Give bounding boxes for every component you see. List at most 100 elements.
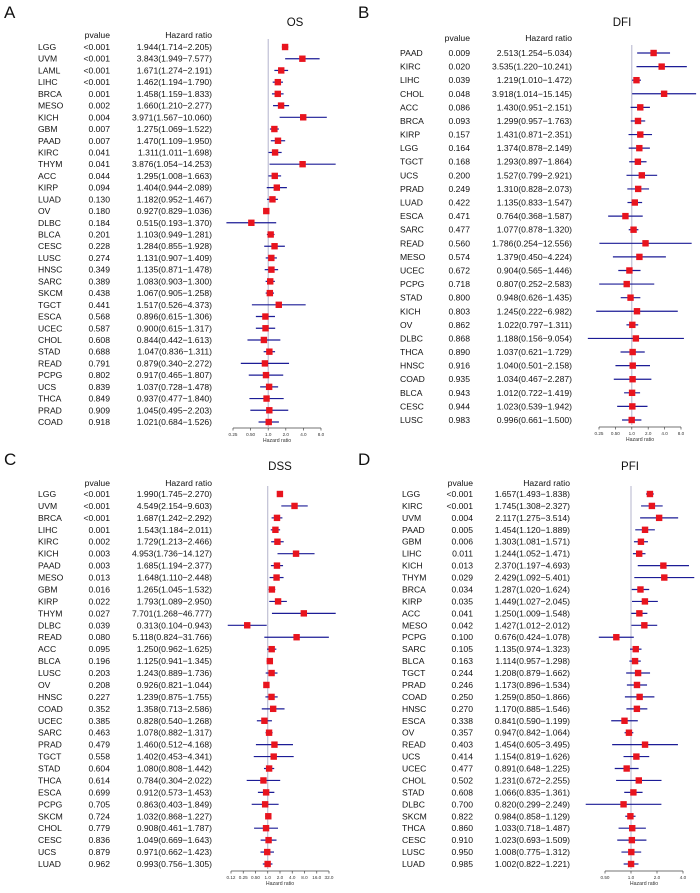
x-tick-label: 0.50 bbox=[246, 432, 255, 437]
hazard-ratio-value: 1.685(1.194−2.377) bbox=[137, 561, 212, 571]
hr-marker bbox=[261, 717, 268, 724]
hazard-ratio-value: 1.154(0.819−1.626) bbox=[495, 752, 570, 762]
x-axis-label: Hazard ratio bbox=[630, 881, 658, 887]
hazard-ratio-value: 0.904(0.565−1.446) bbox=[497, 265, 572, 275]
pvalue-value: 0.250 bbox=[451, 692, 473, 702]
hr-marker bbox=[268, 645, 275, 653]
pvalue-value: 0.943 bbox=[448, 388, 470, 398]
hr-marker bbox=[263, 207, 270, 215]
hr-marker bbox=[244, 622, 251, 629]
hazard-ratio-value: 0.807(0.252−2.583) bbox=[497, 279, 572, 289]
hr-marker bbox=[627, 860, 635, 868]
hazard-ratio-value: 1.219(1.010−1.472) bbox=[497, 75, 572, 85]
pvalue-value: 0.006 bbox=[451, 537, 473, 547]
hazard-ratio-value: 1.023(0.539−1.942) bbox=[497, 401, 572, 411]
forest-row-acc: ACC 0.095 1.250(0.962−1.625) bbox=[38, 644, 277, 654]
hazard-ratio-value: 1.040(0.501−2.158) bbox=[497, 361, 572, 371]
hazard-ratio-value: 1.083(0.903−1.300) bbox=[137, 276, 212, 286]
x-tick-label: 8.0 bbox=[301, 875, 308, 880]
cancer-label: LUSC bbox=[38, 668, 61, 678]
cancer-label: READ bbox=[38, 632, 62, 642]
cancer-label: TGCT bbox=[38, 752, 62, 762]
pvalue-value: 0.039 bbox=[448, 75, 470, 85]
hazard-ratio-value: 1.173(0.896−1.534) bbox=[495, 680, 570, 690]
forest-row-read: READ 0.080 5.118(0.824−31.766) bbox=[38, 632, 329, 642]
pvalue-value: 0.002 bbox=[88, 537, 110, 547]
pvalue-value: 0.041 bbox=[88, 159, 110, 169]
x-tick-label: 4.0 bbox=[661, 431, 668, 436]
hr-marker bbox=[613, 634, 620, 641]
hazard-ratio-header: Hazard ratio bbox=[165, 30, 212, 40]
forest-row-esca: ESCA 0.568 0.896(0.615−1.306) bbox=[38, 312, 275, 322]
hr-marker bbox=[633, 76, 640, 84]
cancer-label: BRCA bbox=[400, 116, 424, 126]
hr-marker bbox=[638, 172, 646, 179]
cancer-label: COAD bbox=[38, 417, 63, 427]
hr-marker bbox=[273, 514, 281, 522]
pvalue-value: 0.352 bbox=[88, 704, 110, 714]
forest-row-lihc: LIHC <0.001 1.462(1.194−1.790) bbox=[38, 77, 283, 87]
pvalue-value: 0.004 bbox=[88, 112, 110, 122]
hazard-ratio-value: 1.462(1.194−1.790) bbox=[137, 77, 212, 87]
pvalue-value: 0.614 bbox=[88, 775, 110, 785]
hazard-ratio-value: 1.295(1.008−1.663) bbox=[137, 171, 212, 181]
hazard-ratio-value: 1.287(1.020−1.624) bbox=[495, 584, 570, 594]
forest-row-gbm: GBM 0.016 1.265(1.045−1.532) bbox=[38, 584, 276, 594]
pvalue-value: 0.477 bbox=[448, 225, 470, 235]
forest-row-hnsc: HNSC 0.349 1.135(0.871−1.478) bbox=[38, 265, 279, 275]
cancer-label: LUSC bbox=[38, 253, 61, 263]
hazard-ratio-value: 1.470(1.109−1.950) bbox=[137, 136, 212, 146]
hr-marker bbox=[274, 538, 281, 545]
cancer-label: KIRC bbox=[400, 62, 421, 72]
pvalue-value: 0.477 bbox=[451, 764, 473, 774]
cancer-label: HNSC bbox=[38, 692, 62, 702]
hr-marker bbox=[661, 574, 668, 581]
forest-row-read: READ 0.560 1.786(0.254−12.556) bbox=[400, 238, 692, 248]
hr-marker bbox=[263, 681, 270, 689]
hr-marker bbox=[264, 860, 271, 868]
pvalue-value: 0.389 bbox=[88, 276, 110, 286]
cancer-label: GBM bbox=[38, 124, 58, 134]
hazard-ratio-value: 3.971(1.567−10.060) bbox=[132, 112, 212, 122]
cancer-label: PRAD bbox=[38, 405, 62, 415]
hazard-ratio-value: 1.944(1.714−2.205) bbox=[137, 42, 212, 52]
forest-row-paad: PAAD 0.003 1.685(1.194−2.377) bbox=[38, 561, 284, 571]
forest-row-coad: COAD 0.918 1.021(0.684−1.526) bbox=[38, 417, 279, 427]
forest-row-laml: LAML <0.001 1.671(1.274−2.191) bbox=[38, 65, 289, 75]
forest-row-read: READ 0.403 1.454(0.605−3.495) bbox=[402, 740, 678, 750]
hr-marker bbox=[274, 78, 282, 86]
hazard-ratio-value: 1.047(0.836−1.311) bbox=[137, 347, 212, 357]
forest-row-ov: OV 0.180 0.927(0.829−1.036) bbox=[38, 206, 270, 216]
hazard-ratio-value: 1.114(0.957−1.298) bbox=[495, 656, 570, 666]
x-tick-label: 0.25 bbox=[229, 432, 238, 437]
hazard-ratio-value: 0.896(0.615−1.306) bbox=[137, 312, 212, 322]
cancer-label: PCPG bbox=[400, 279, 425, 289]
hazard-ratio-value: 0.926(0.821−1.044) bbox=[137, 680, 212, 690]
hazard-ratio-value: 1.244(1.052−1.471) bbox=[495, 549, 570, 559]
hazard-ratio-value: 0.820(0.299−2.249) bbox=[495, 799, 570, 809]
hr-marker bbox=[248, 219, 255, 226]
cancer-label: PRAD bbox=[400, 184, 424, 194]
hr-marker bbox=[292, 550, 300, 557]
pvalue-value: <0.001 bbox=[83, 65, 110, 75]
forest-row-coad: COAD 0.352 1.358(0.713−2.586) bbox=[38, 704, 285, 714]
cancer-label: UCEC bbox=[38, 716, 62, 726]
hazard-ratio-value: 3.876(1.054−14.253) bbox=[132, 159, 212, 169]
x-tick-label: 2.0 bbox=[654, 875, 661, 880]
pvalue-value: 0.349 bbox=[88, 265, 110, 275]
hazard-ratio-value: 1.284(0.855−1.928) bbox=[137, 241, 212, 251]
hazard-ratio-value: 1.454(1.120−1.889) bbox=[495, 525, 570, 535]
pvalue-value: 0.016 bbox=[88, 584, 110, 594]
x-axis: 0.12 0.25 0.50 1.0 2.0 4.0 8.0 16.0 32.0 Hazard r… bbox=[227, 870, 334, 887]
hr-marker bbox=[632, 335, 640, 342]
pvalue-value: <0.001 bbox=[83, 513, 110, 523]
hazard-ratio-value: 1.033(0.718−1.487) bbox=[495, 823, 570, 833]
hr-marker bbox=[266, 657, 274, 665]
cancer-label: UCS bbox=[38, 382, 56, 392]
hr-marker bbox=[266, 289, 274, 297]
hazard-ratio-value: 1.687(1.242−2.292) bbox=[137, 513, 212, 523]
pvalue-value: 0.879 bbox=[88, 847, 110, 857]
pvalue-value: 0.791 bbox=[88, 358, 110, 368]
hr-marker bbox=[641, 526, 649, 534]
pvalue-value: 0.802 bbox=[88, 370, 110, 380]
